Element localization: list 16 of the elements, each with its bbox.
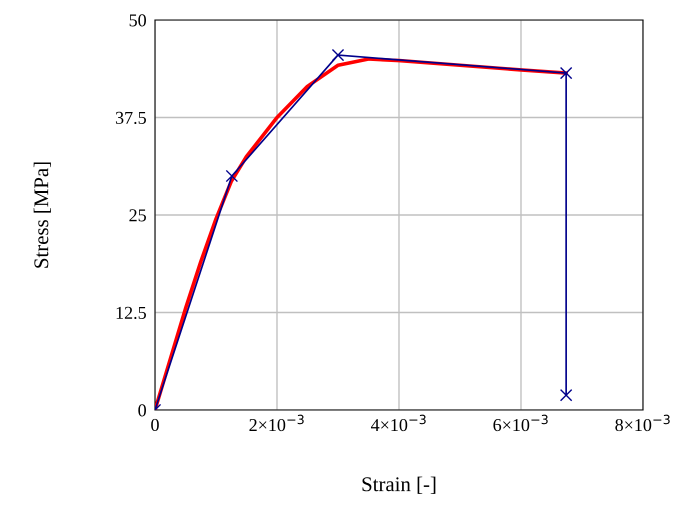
x-tick-label: 6×10$^{−3}$ — [493, 414, 548, 432]
x-tick-label: 0 — [151, 418, 159, 432]
point — [332, 48, 344, 62]
x-axis-title: Strain [-] — [362, 476, 436, 494]
y-tick-label: 0 — [138, 404, 146, 416]
x-tick-label: 4×10$^{−3}$ — [371, 414, 426, 432]
y-tick-label: 12.5 — [116, 306, 146, 320]
y-tick-label: 37.5 — [116, 112, 146, 124]
y-axis-title: Stress [MPa] — [34, 162, 51, 268]
y-tick-label: 50 — [130, 14, 146, 26]
y-tick-label: 25 — [129, 209, 146, 222]
x-tick-label: 2×10$^{−3}$ — [249, 414, 304, 432]
point — [560, 66, 572, 80]
point — [560, 388, 572, 402]
point — [226, 170, 238, 182]
x-tick-label: 8×10$^{−3}$ — [615, 414, 670, 432]
